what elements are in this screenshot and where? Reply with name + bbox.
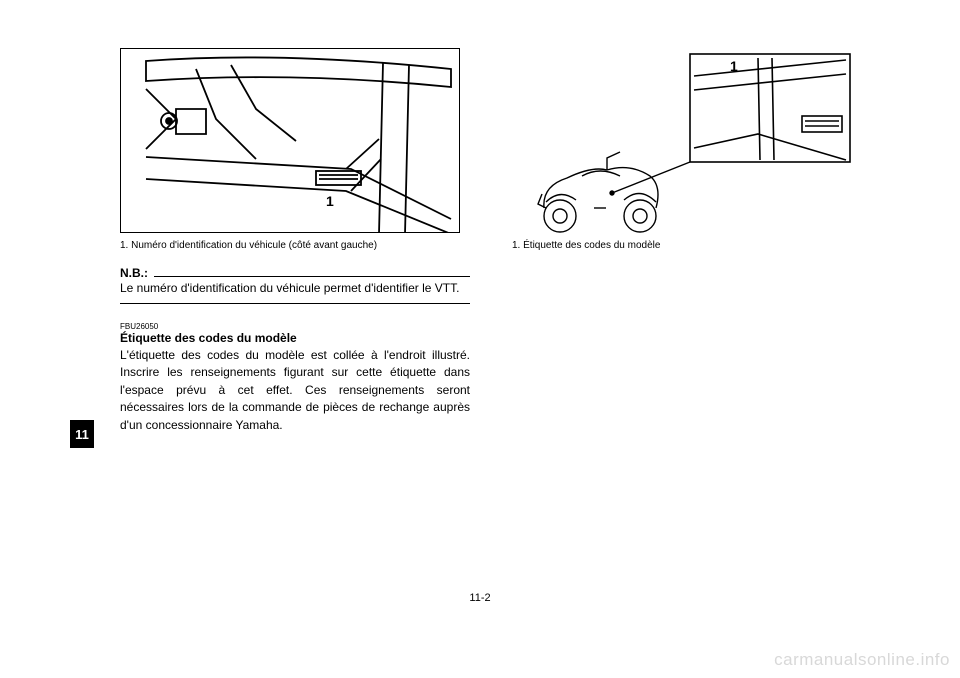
callout-number-1: 1 — [326, 193, 334, 209]
section-body: L'étiquette des codes du modèle est coll… — [120, 347, 470, 434]
manual-page: 1 1. Numéro d'identification du véhicule… — [0, 0, 960, 678]
page-number: 11-2 — [469, 592, 490, 604]
note-header: N.B.: — [120, 266, 470, 280]
callout-number-1-right: 1 — [730, 58, 738, 74]
watermark: carmanualsonline.info — [774, 650, 950, 670]
figure-vin-location: 1 — [120, 48, 460, 233]
note-label: N.B.: — [120, 266, 148, 280]
right-column: 1 1. Étiquette des codes du modèle — [512, 48, 852, 434]
note-header-rule — [154, 276, 470, 277]
figure-caption-model-label: 1. Étiquette des codes du modèle — [512, 239, 852, 252]
model-label-illustration — [512, 48, 852, 233]
chapter-tab: 11 — [70, 420, 94, 448]
section-title: Étiquette des codes du modèle — [120, 331, 470, 347]
vin-illustration — [121, 49, 460, 233]
figure-caption-vin: 1. Numéro d'identification du véhicule (… — [120, 239, 470, 252]
two-column-layout: 1 1. Numéro d'identification du véhicule… — [120, 48, 840, 434]
figure-model-label: 1 — [512, 48, 852, 233]
note-footer-rule — [120, 303, 470, 304]
left-column: 1 1. Numéro d'identification du véhicule… — [120, 48, 470, 434]
note-body: Le numéro d'identification du véhicule p… — [120, 280, 470, 297]
